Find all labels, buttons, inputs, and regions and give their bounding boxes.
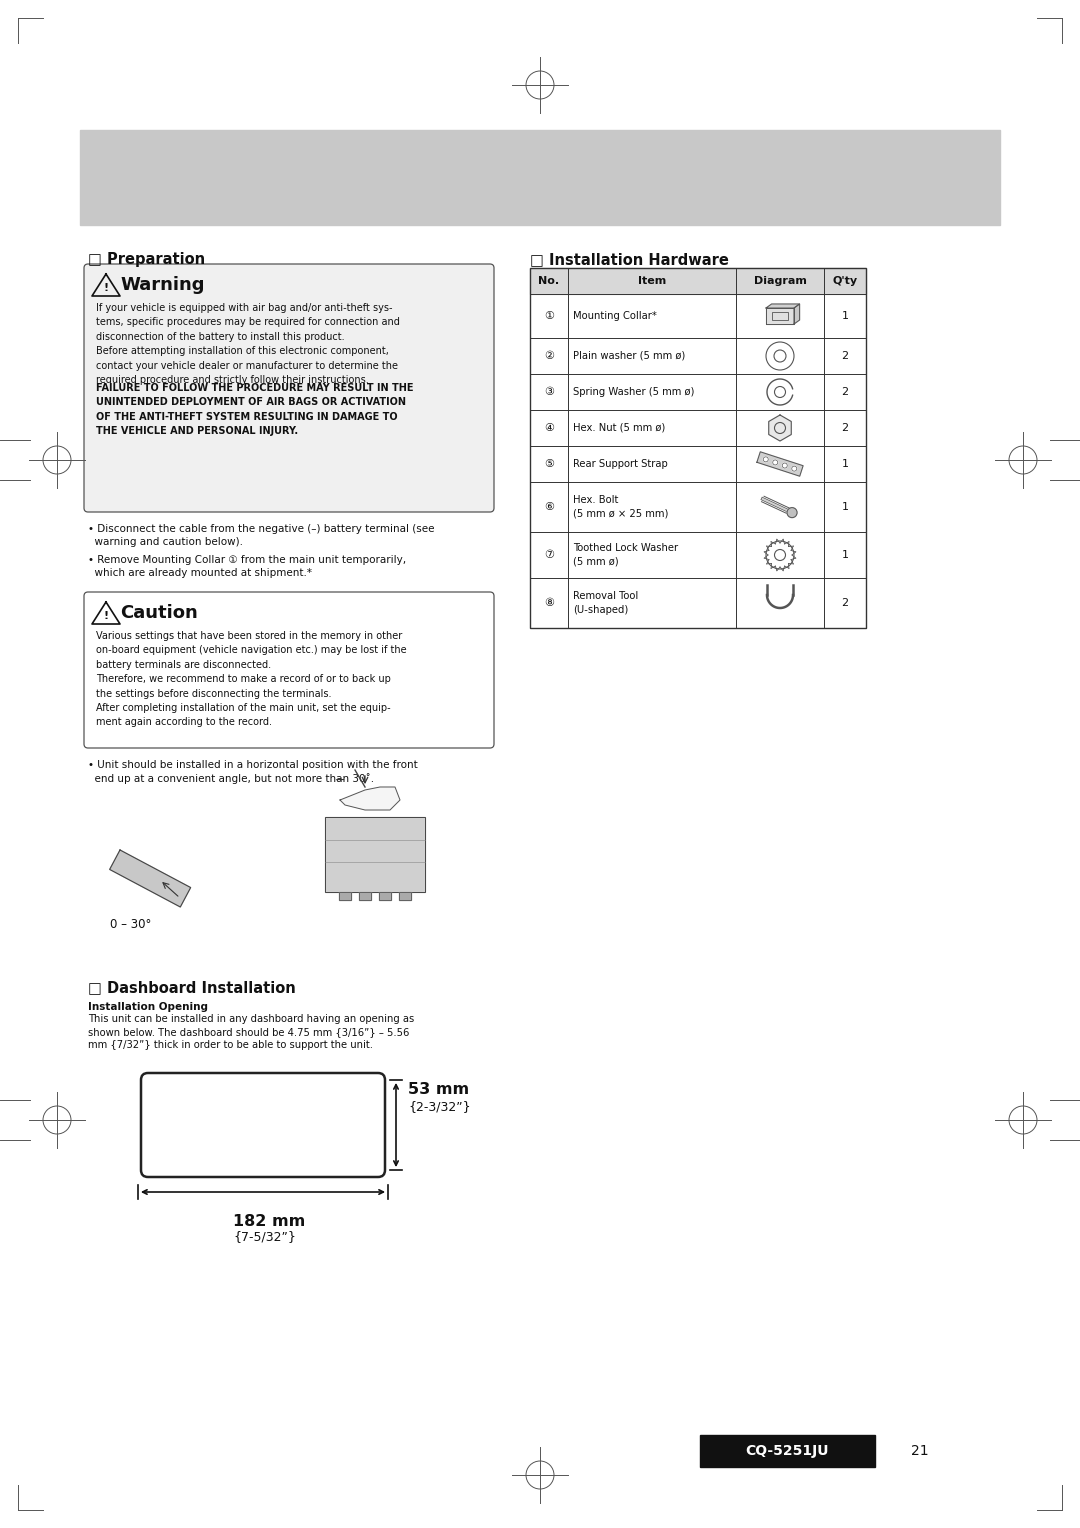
Text: which are already mounted at shipment.*: which are already mounted at shipment.* [87,568,312,578]
Text: ⑦: ⑦ [544,550,554,559]
Bar [325,817,426,892]
Polygon shape [766,309,794,324]
Text: No.: No. [539,277,559,286]
Text: FAILURE TO FOLLOW THE PROCEDURE MAY RESULT IN THE
UNINTENDED DEPLOYMENT OF AIR B: FAILURE TO FOLLOW THE PROCEDURE MAY RESU… [96,384,414,435]
FancyBboxPatch shape [84,591,494,749]
Text: □ Preparation: □ Preparation [87,252,205,267]
Text: If your vehicle is equipped with air bag and/or anti-theft sys-
tems, specific p: If your vehicle is equipped with air bag… [96,303,400,385]
Circle shape [764,457,768,461]
Text: Item: Item [638,277,666,286]
Circle shape [773,460,778,465]
Text: warning and caution below).: warning and caution below). [87,536,243,547]
Text: !: ! [104,283,109,293]
Bar [379,892,391,900]
Text: ⑥: ⑥ [544,503,554,512]
Text: {7-5/32”}: {7-5/32”} [233,1230,296,1242]
Text: Caution: Caution [120,604,198,622]
Bar [530,267,866,628]
Text: 1: 1 [841,458,849,469]
Text: • Disconnect the cable from the negative (–) battery terminal (see: • Disconnect the cable from the negative… [87,524,434,533]
Text: Toothed Lock Washer
(5 mm ø): Toothed Lock Washer (5 mm ø) [573,542,678,567]
Text: Hex. Bolt
(5 mm ø × 25 mm): Hex. Bolt (5 mm ø × 25 mm) [573,495,669,520]
Text: ②: ② [544,351,554,361]
Polygon shape [110,850,191,908]
Bar [530,267,866,293]
Text: Removal Tool
(U-shaped): Removal Tool (U-shaped) [573,591,638,614]
Polygon shape [769,416,792,442]
Text: 1: 1 [841,503,849,512]
Text: ③: ③ [544,387,554,397]
Bar [80,130,1000,225]
Text: Spring Washer (5 mm ø): Spring Washer (5 mm ø) [573,387,694,397]
Circle shape [792,466,797,471]
Text: Q'ty: Q'ty [833,277,858,286]
Text: Rear Support Strap: Rear Support Strap [573,458,667,469]
Text: □ Installation Hardware: □ Installation Hardware [530,252,729,267]
Text: mm {7/32”} thick in order to be able to support the unit.: mm {7/32”} thick in order to be able to … [87,1041,373,1050]
FancyBboxPatch shape [84,264,494,512]
Text: Mounting Collar*: Mounting Collar* [573,312,657,321]
Bar [399,892,411,900]
Bar [359,892,372,900]
Bar [399,892,411,900]
Bar [379,892,391,900]
Text: −: − [335,773,346,787]
Polygon shape [757,452,804,477]
Text: Plain washer (5 mm ø): Plain washer (5 mm ø) [573,351,685,361]
Text: end up at a convenient angle, but not more than 30˚.: end up at a convenient angle, but not mo… [87,773,374,784]
Polygon shape [92,602,120,623]
Circle shape [782,463,787,468]
Bar [325,817,426,892]
Bar [700,1435,875,1467]
Text: Hex. Nut (5 mm ø): Hex. Nut (5 mm ø) [573,423,665,432]
Polygon shape [794,304,799,324]
Text: 182 mm: 182 mm [233,1215,306,1229]
Text: 2: 2 [841,597,849,608]
Polygon shape [340,787,400,810]
Text: ⑧: ⑧ [544,597,554,608]
Text: • Unit should be installed in a horizontal position with the front: • Unit should be installed in a horizont… [87,759,418,770]
Polygon shape [766,304,799,309]
Text: CQ-5251JU: CQ-5251JU [746,1444,829,1458]
Text: 21: 21 [912,1444,929,1458]
Text: Various settings that have been stored in the memory in other
on-board equipment: Various settings that have been stored i… [96,631,407,727]
Text: {2-3/32”}: {2-3/32”} [408,1100,471,1112]
Text: □ Dashboard Installation: □ Dashboard Installation [87,979,296,995]
Bar [359,892,372,900]
Bar [339,892,351,900]
Text: This unit can be installed in any dashboard having an opening as: This unit can be installed in any dashbo… [87,1015,415,1024]
Text: 1: 1 [841,550,849,559]
Text: 1: 1 [841,312,849,321]
Text: ④: ④ [544,423,554,432]
Text: 2: 2 [841,351,849,361]
Text: Installation Opening: Installation Opening [87,1002,208,1012]
Text: 53 mm: 53 mm [408,1082,469,1097]
Text: !: ! [104,611,109,620]
FancyBboxPatch shape [141,1073,384,1177]
Text: 0 – 30°: 0 – 30° [110,918,151,931]
Polygon shape [92,274,120,296]
Text: ⑤: ⑤ [544,458,554,469]
Text: Warning: Warning [120,277,204,293]
Text: ①: ① [544,312,554,321]
Text: 2: 2 [841,423,849,432]
Bar [771,312,788,319]
Text: • Remove Mounting Collar ① from the main unit temporarily,: • Remove Mounting Collar ① from the main… [87,555,406,565]
Circle shape [787,507,797,518]
Text: Diagram: Diagram [754,277,807,286]
Bar [339,892,351,900]
Text: shown below. The dashboard should be 4.75 mm {3/16”} – 5.56: shown below. The dashboard should be 4.7… [87,1027,409,1038]
Text: 2: 2 [841,387,849,397]
